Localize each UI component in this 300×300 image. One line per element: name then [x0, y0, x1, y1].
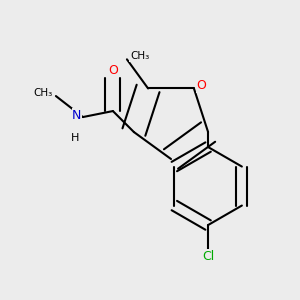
Text: N: N [72, 109, 82, 122]
Text: O: O [196, 79, 206, 92]
Text: CH₃: CH₃ [130, 51, 149, 61]
Text: H: H [71, 133, 80, 143]
Text: Cl: Cl [202, 250, 214, 263]
Text: O: O [108, 64, 118, 77]
Text: CH₃: CH₃ [34, 88, 53, 98]
